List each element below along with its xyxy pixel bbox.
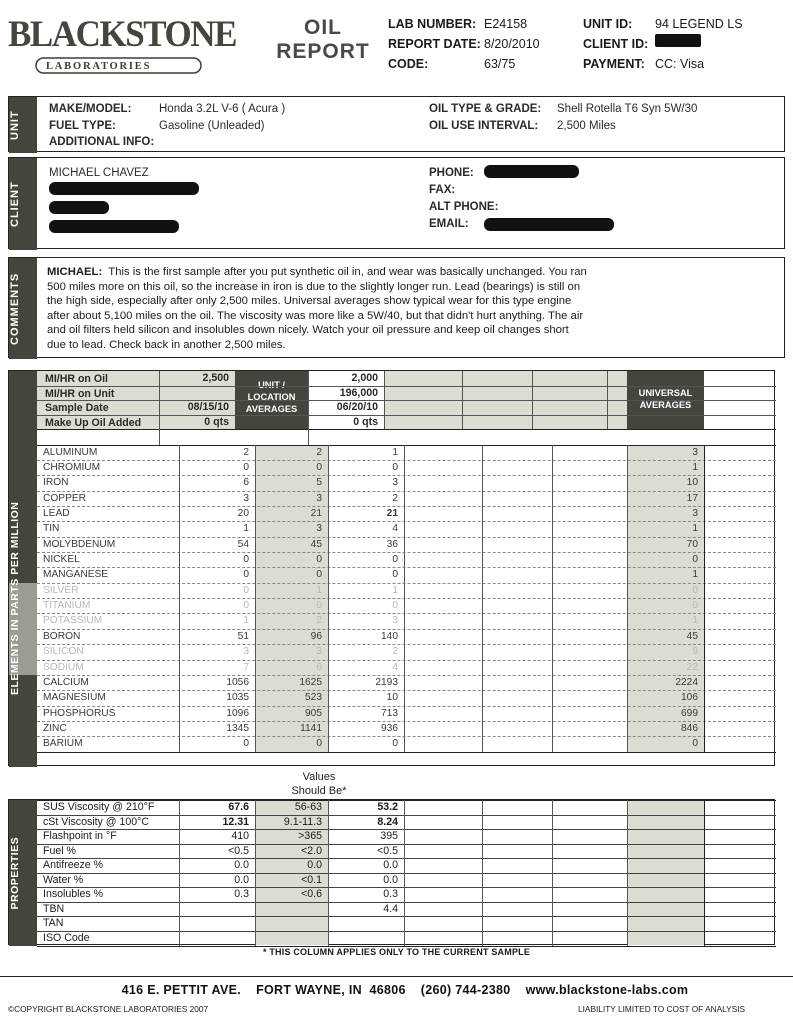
svg-text:BLACKSTONE: BLACKSTONE <box>8 14 236 55</box>
svg-text:LABORATORIES: LABORATORIES <box>46 61 151 72</box>
